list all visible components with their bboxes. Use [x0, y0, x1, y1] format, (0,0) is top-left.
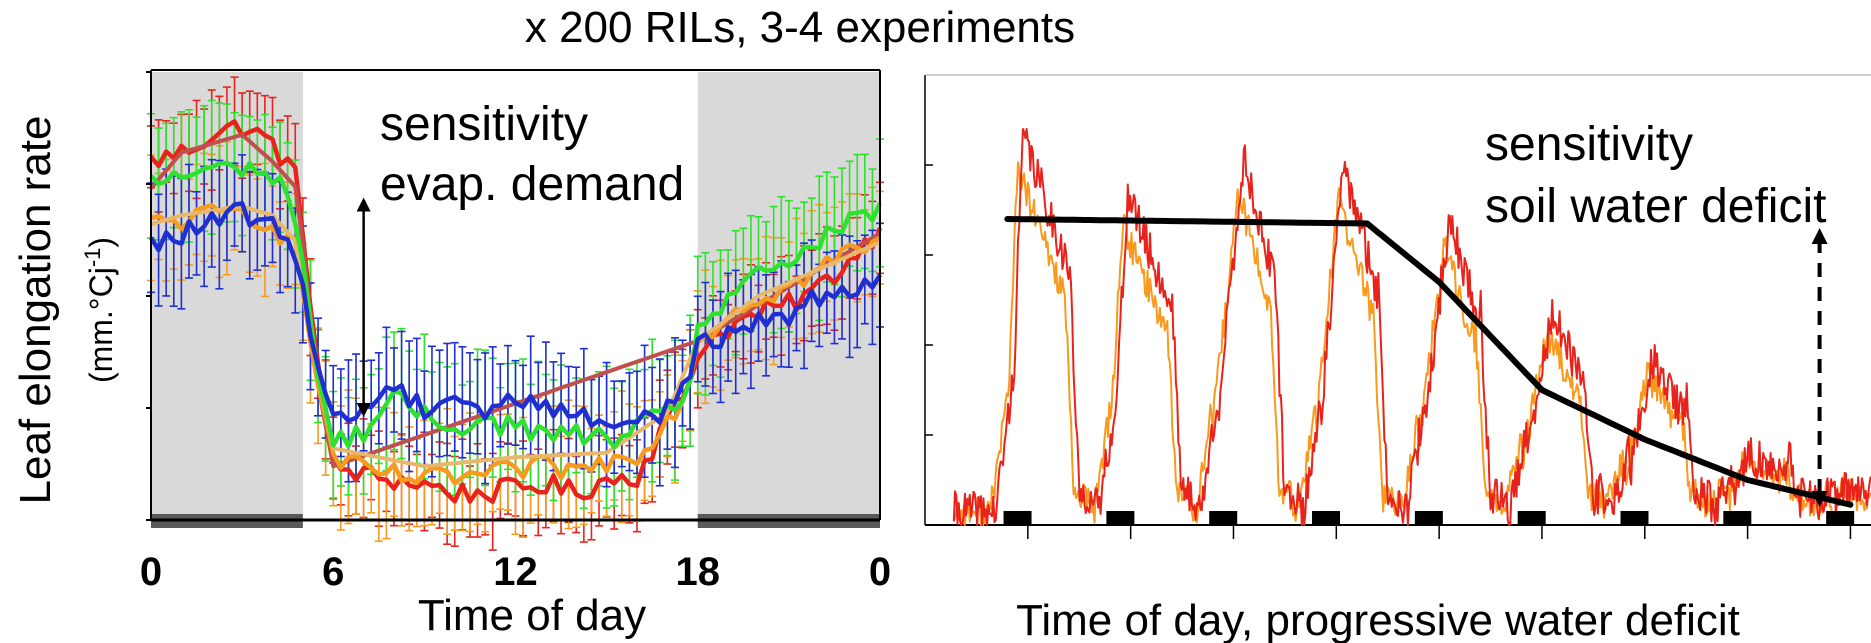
night-marker-3 [1312, 511, 1341, 525]
dashed-arrow-head-top [1811, 228, 1828, 244]
right-series [952, 128, 1871, 526]
model-line [1004, 216, 1854, 508]
right-series-red [952, 128, 1871, 526]
left-annotation-line2: evap. demand [380, 158, 684, 211]
arrow-head-top [356, 197, 371, 212]
night-marker-7 [1723, 511, 1752, 525]
model-curve [1004, 216, 1854, 508]
series-line-green [149, 160, 883, 450]
left-x-tick-label-2: 12 [493, 550, 538, 594]
right-annotation-line2: soil water deficit [1485, 180, 1826, 233]
night-marker-4 [1414, 511, 1443, 525]
right-x-axis-label: Time of day, progressive water deficit [1016, 596, 1740, 643]
y-axis-unit-group: (mm.°Cj-1) [80, 237, 120, 383]
night-marker-5 [1517, 511, 1546, 525]
y-axis-unit: (mm.°Cj-1) [80, 237, 120, 383]
y-axis-label-group: Leaf elongation rate [11, 116, 60, 505]
left-x-tick-label-0: 0 [140, 550, 162, 594]
left-annotation-line1: sensitivity [380, 98, 588, 151]
right-chart: Time of day, progressive water deficit s… [924, 74, 1871, 643]
right-annotation-line1: sensitivity [1485, 118, 1693, 171]
dashed-arrow-head-bottom [1811, 491, 1828, 507]
left-x-tick-label-3: 18 [676, 550, 721, 594]
left-x-axis-label: Time of day [418, 591, 646, 640]
left-x-tick-label-1: 6 [322, 550, 344, 594]
arrow-head-bottom [356, 402, 371, 417]
left-series [147, 76, 884, 551]
series-line-orange [150, 202, 882, 486]
evap-demand-arrow [356, 197, 371, 417]
figure-title: x 200 RILs, 3-4 experiments [525, 3, 1075, 52]
left-x-tick-label-4: 0 [869, 550, 891, 594]
night-marker-0 [1003, 511, 1032, 525]
series-line-blue [149, 201, 882, 430]
night-marker-8 [1826, 511, 1855, 525]
night-marker-1 [1106, 511, 1135, 525]
y-axis-label: Leaf elongation rate [11, 116, 60, 505]
soil-deficit-arrow [1811, 228, 1828, 507]
series-line-tan [150, 204, 881, 469]
left-axes [146, 69, 881, 522]
night-markers [1003, 511, 1855, 525]
night-marker-2 [1209, 511, 1238, 525]
left-x-ticks: 0 6 12 18 0 [140, 550, 891, 594]
right-axes [924, 74, 1871, 539]
left-chart: 0 6 12 18 0 Time of day sensitivity evap. de… [140, 69, 891, 640]
night-marker-6 [1620, 511, 1649, 525]
